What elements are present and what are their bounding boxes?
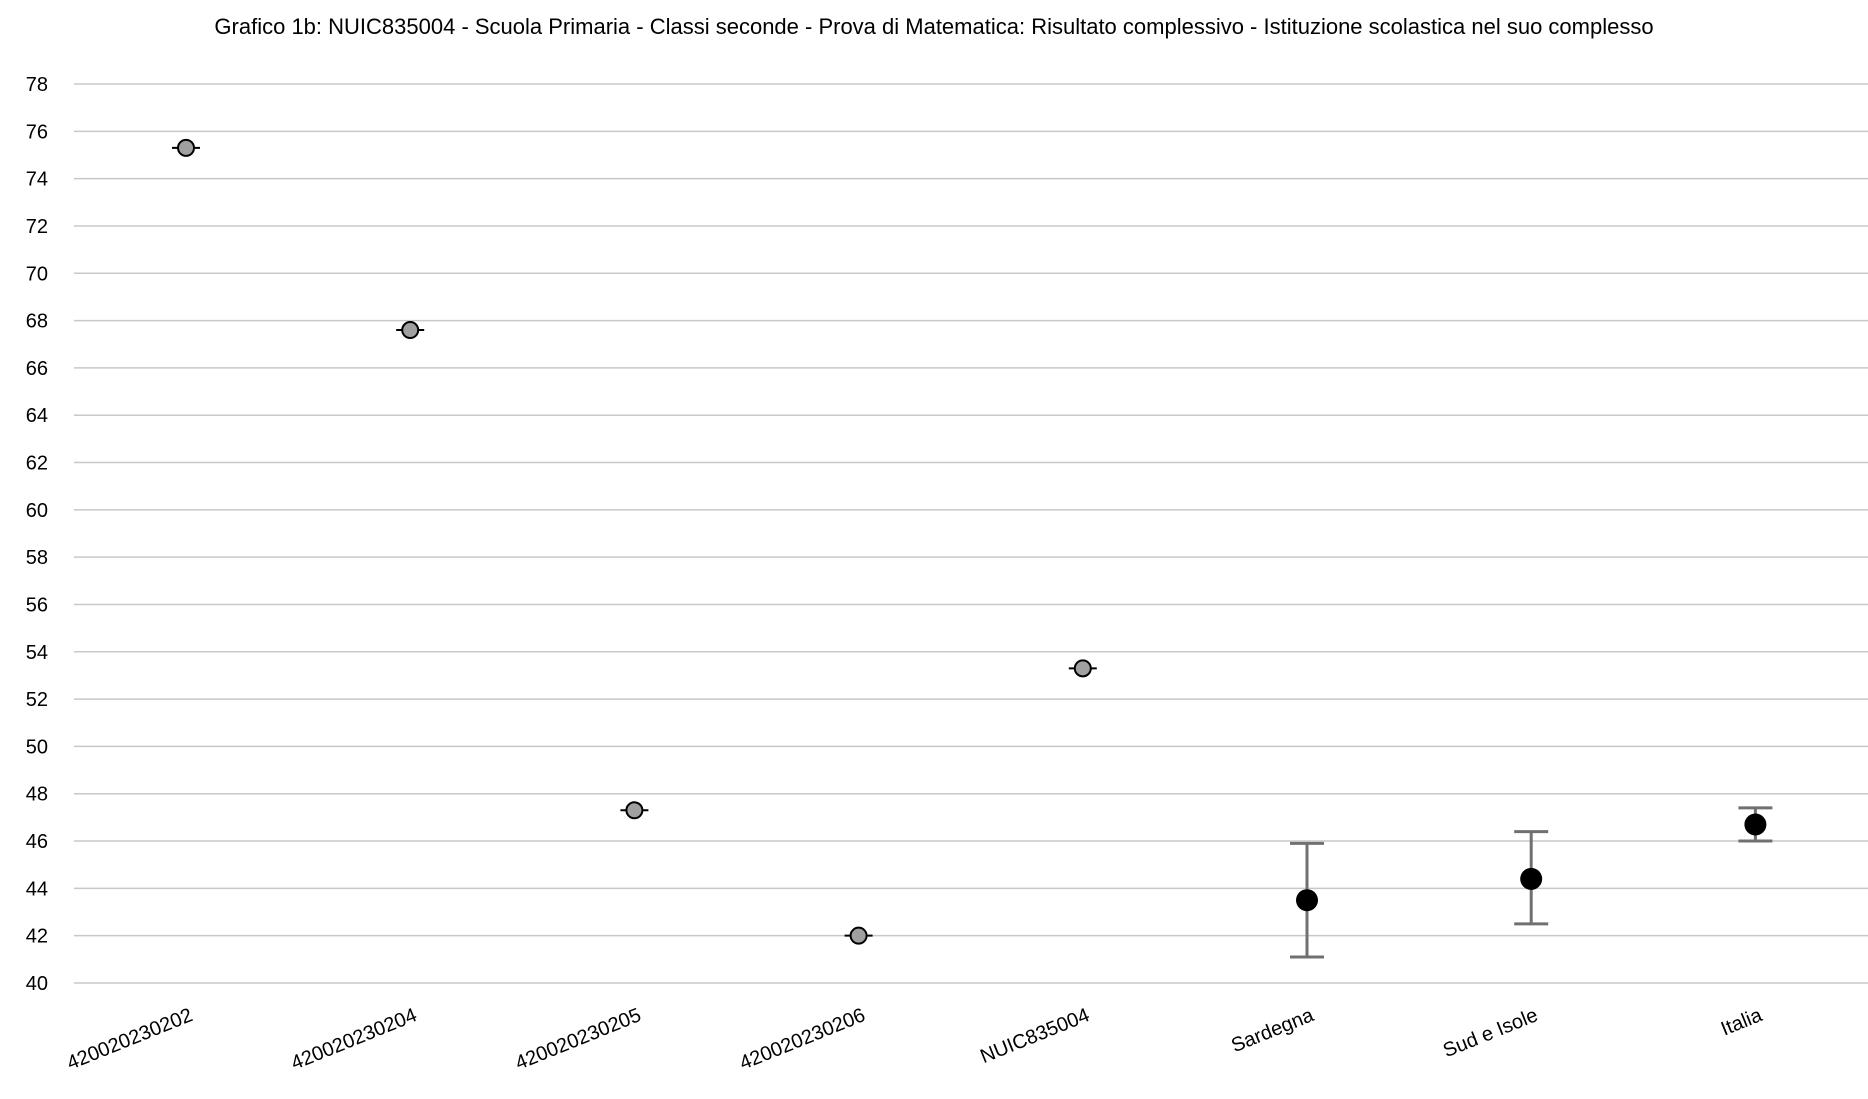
- x-category-label: 420020230205: [512, 1004, 644, 1074]
- y-tick-label: 68: [26, 311, 48, 333]
- y-tick-label: 70: [26, 263, 48, 285]
- y-tick-label: 44: [26, 878, 48, 900]
- gridlines: [74, 83, 1868, 984]
- x-category-label: 420020230206: [736, 1004, 868, 1074]
- data-points: [172, 138, 1767, 945]
- data-point: [844, 926, 873, 945]
- y-tick-label: 48: [26, 784, 48, 806]
- y-tick-label: 78: [26, 74, 48, 96]
- data-point-marker: [401, 321, 420, 340]
- x-category-label: NUIC835004: [977, 1004, 1092, 1068]
- data-point-marker: [177, 138, 195, 157]
- y-tick-label: 62: [26, 453, 48, 475]
- y-tick-label: 46: [26, 831, 48, 853]
- y-tick-label: 58: [26, 547, 48, 569]
- y-tick-label: 50: [26, 736, 48, 758]
- data-point-marker: [1296, 889, 1318, 912]
- y-tick-label: 60: [26, 500, 48, 522]
- data-point-marker: [1073, 659, 1092, 678]
- data-point: [396, 321, 425, 340]
- data-point-marker: [849, 926, 868, 945]
- y-tick-label: 74: [26, 169, 48, 191]
- y-tick-label: 66: [26, 358, 48, 380]
- y-tick-label: 54: [26, 642, 48, 664]
- data-point-marker: [1520, 867, 1543, 890]
- data-point: [1744, 813, 1767, 836]
- data-point-marker: [1744, 813, 1767, 836]
- y-tick-label: 52: [26, 689, 48, 711]
- x-axis-categories: 420020230202 420020230204 420020230205 4200…: [64, 1004, 1766, 1075]
- x-category-label: Sud e Isole: [1440, 1004, 1541, 1062]
- x-category-label: Sardegna: [1228, 1004, 1317, 1057]
- x-category-label: 420020230202: [64, 1004, 196, 1074]
- x-category-label: Italia: [1718, 1004, 1766, 1041]
- data-point: [1296, 889, 1318, 912]
- y-tick-label: 40: [26, 973, 48, 995]
- data-point: [1068, 659, 1097, 678]
- y-axis-ticks: 40 42 44 46 48 50 52 54 56 58 60 62 64 66 68 70 72 74 76 78: [26, 74, 48, 995]
- y-tick-label: 42: [26, 926, 48, 948]
- y-tick-label: 64: [26, 405, 48, 427]
- y-tick-label: 56: [26, 594, 48, 616]
- x-category-label: 420020230204: [288, 1004, 420, 1074]
- data-point-marker: [625, 801, 644, 820]
- y-tick-label: 76: [26, 121, 48, 143]
- y-tick-label: 72: [26, 216, 48, 238]
- data-point: [620, 801, 649, 820]
- chart-title: Grafico 1b: NUIC835004 - Scuola Primaria…: [214, 14, 1654, 39]
- data-point: [172, 138, 200, 157]
- data-point: [1520, 867, 1543, 890]
